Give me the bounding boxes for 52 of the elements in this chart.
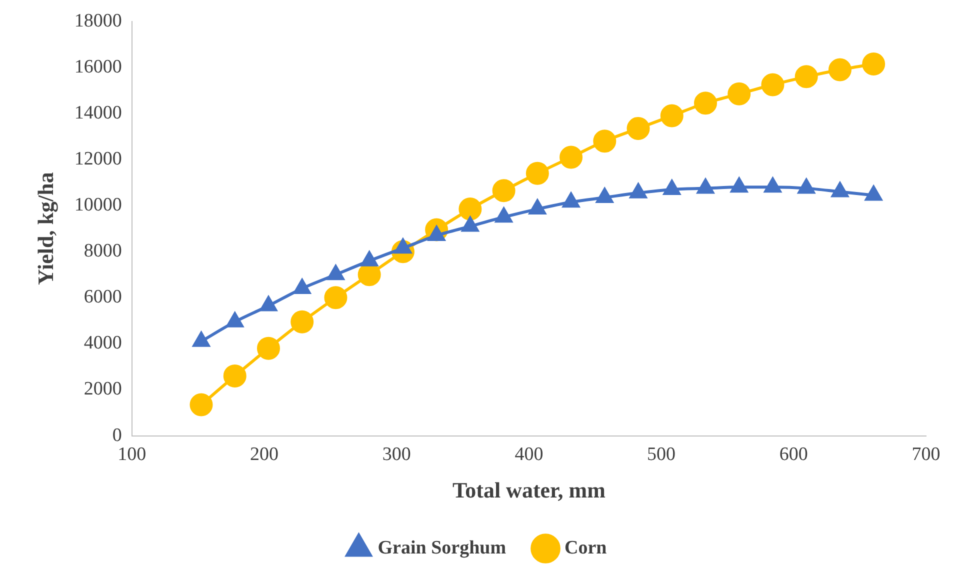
y-tick-label: 10000 (74, 194, 122, 216)
point (761, 73, 784, 96)
y-tick-label: 6000 (84, 286, 122, 308)
y-tick-label: 12000 (74, 148, 122, 170)
point (630, 183, 647, 198)
point (697, 178, 714, 194)
x-tick-label: 600 (779, 444, 808, 466)
y-tick-label: 2000 (84, 378, 122, 400)
point (593, 130, 616, 153)
point (764, 178, 782, 193)
point (526, 162, 549, 185)
point (360, 251, 378, 266)
legend-label: Grain Sorghum (378, 537, 506, 558)
point (794, 65, 818, 88)
point (596, 188, 614, 204)
x-tick-label: 100 (118, 444, 146, 466)
y-tick-label: 18000 (74, 10, 122, 32)
point (730, 178, 748, 193)
y-tick-label: 0 (112, 424, 122, 446)
point (728, 82, 751, 106)
point (865, 186, 882, 201)
y-tick-label: 16000 (74, 56, 122, 78)
point (192, 332, 210, 347)
point (798, 178, 815, 194)
y-tick-label: 8000 (84, 240, 122, 262)
point (560, 146, 583, 169)
point (832, 182, 848, 198)
point (327, 265, 344, 280)
point (226, 312, 244, 328)
point (663, 180, 680, 195)
x-axis-title: Total water, mm (452, 477, 606, 502)
point (694, 92, 718, 115)
point (294, 278, 311, 294)
x-tick-label: 700 (912, 444, 940, 466)
point (462, 216, 479, 232)
x-tick-label: 500 (647, 444, 676, 466)
point (660, 104, 684, 128)
y-axis-title: Yield, kg/ha (32, 172, 58, 286)
y-tick-label: 14000 (74, 102, 122, 124)
x-tick-label: 400 (514, 444, 544, 466)
x-tick-label: 200 (250, 444, 278, 466)
point (260, 296, 277, 312)
point (862, 52, 886, 76)
point (626, 116, 650, 140)
x-tick-label: 300 (382, 444, 411, 466)
y-tick-label: 4000 (84, 332, 122, 354)
legend-label: Corn (564, 537, 608, 558)
point (492, 179, 516, 202)
point (528, 200, 546, 215)
point (562, 192, 580, 208)
point (828, 58, 852, 82)
point (495, 208, 512, 223)
